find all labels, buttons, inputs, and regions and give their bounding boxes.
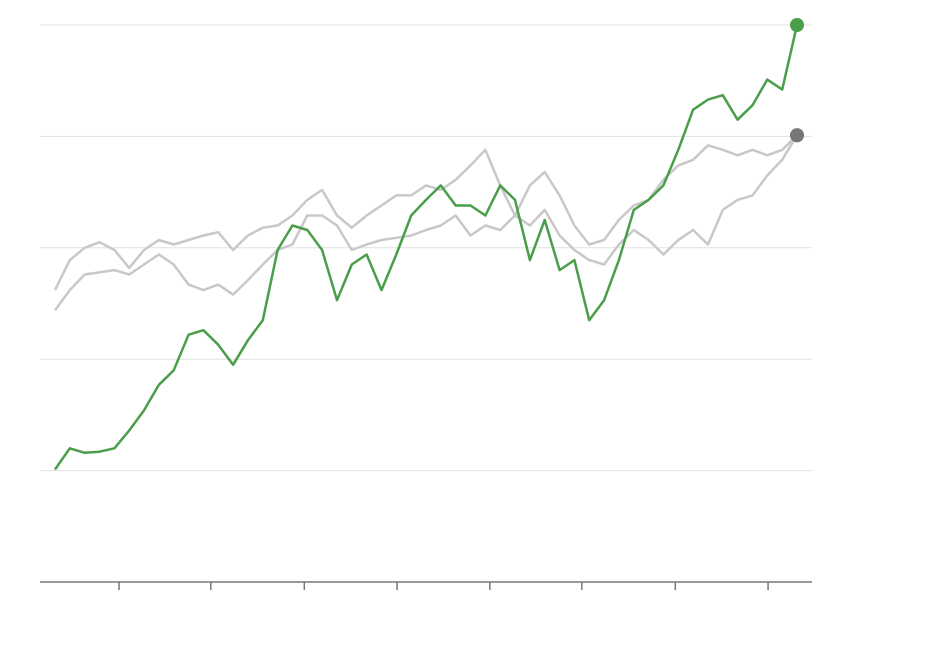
line: [53, 24, 799, 471]
end-dot: [790, 18, 805, 32]
line: [53, 134, 798, 291]
line: [53, 134, 799, 311]
end-dot: [790, 128, 805, 143]
